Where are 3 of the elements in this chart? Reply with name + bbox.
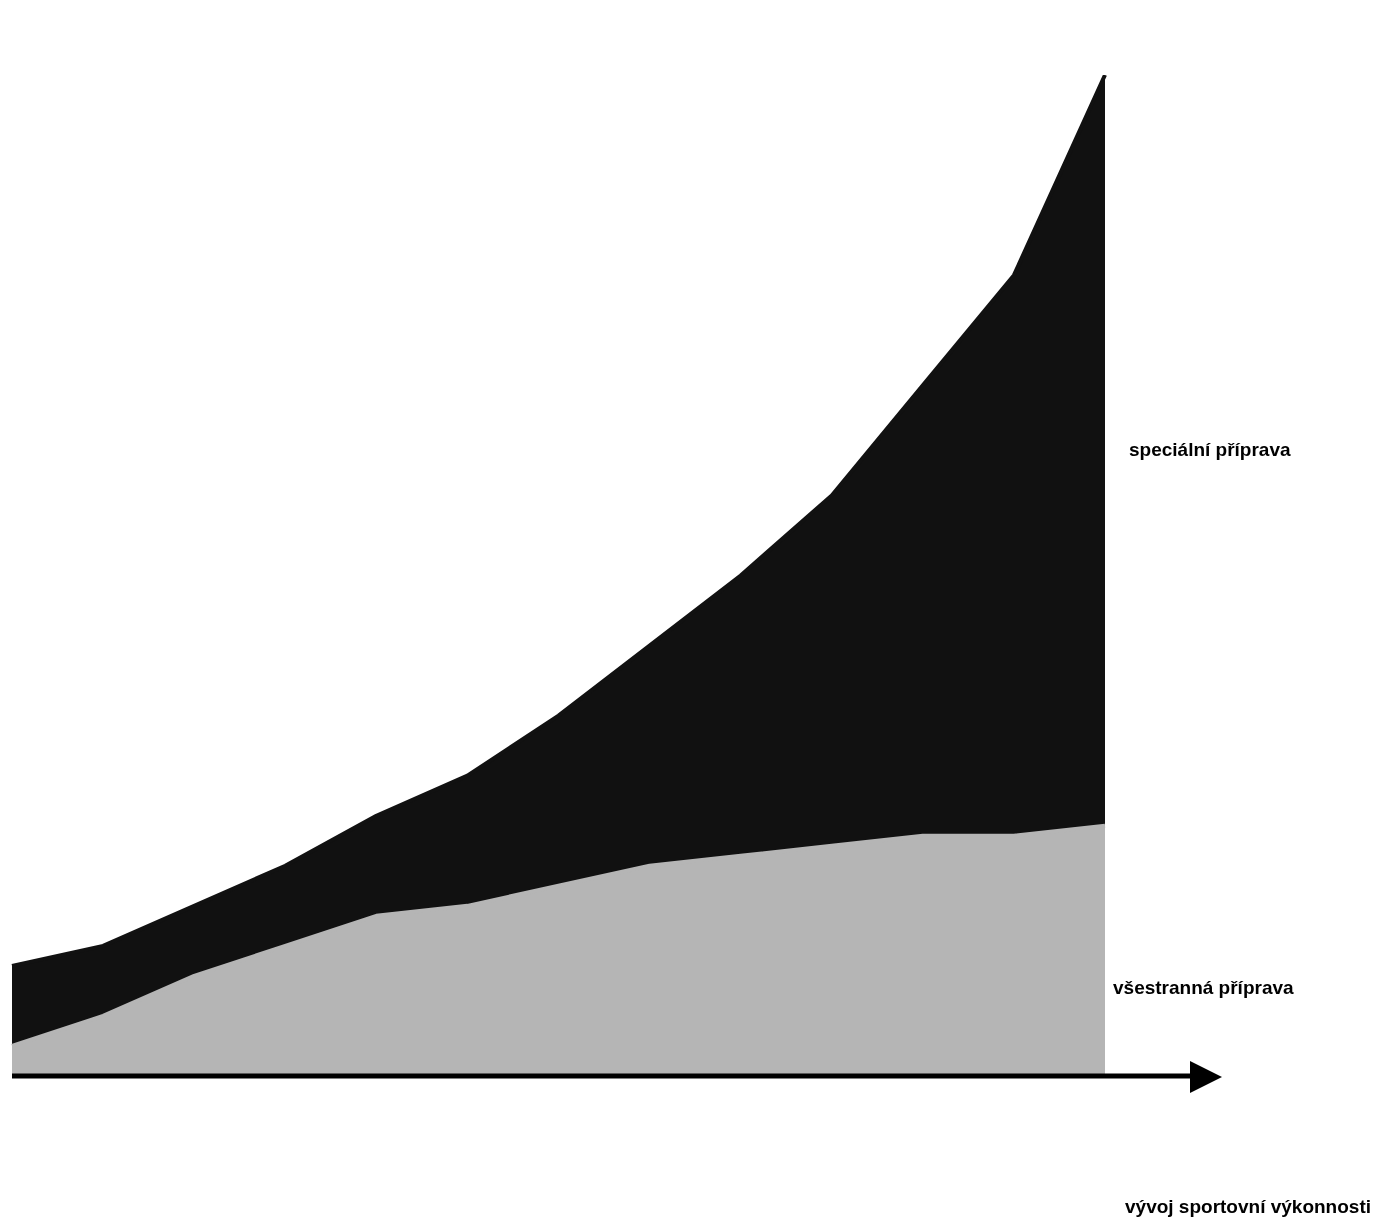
series-label: speciální příprava <box>1129 438 1292 460</box>
series-label: všestranná příprava <box>1113 976 1295 998</box>
text: vývoj sportovní výkonnosti <box>1125 1196 1371 1218</box>
